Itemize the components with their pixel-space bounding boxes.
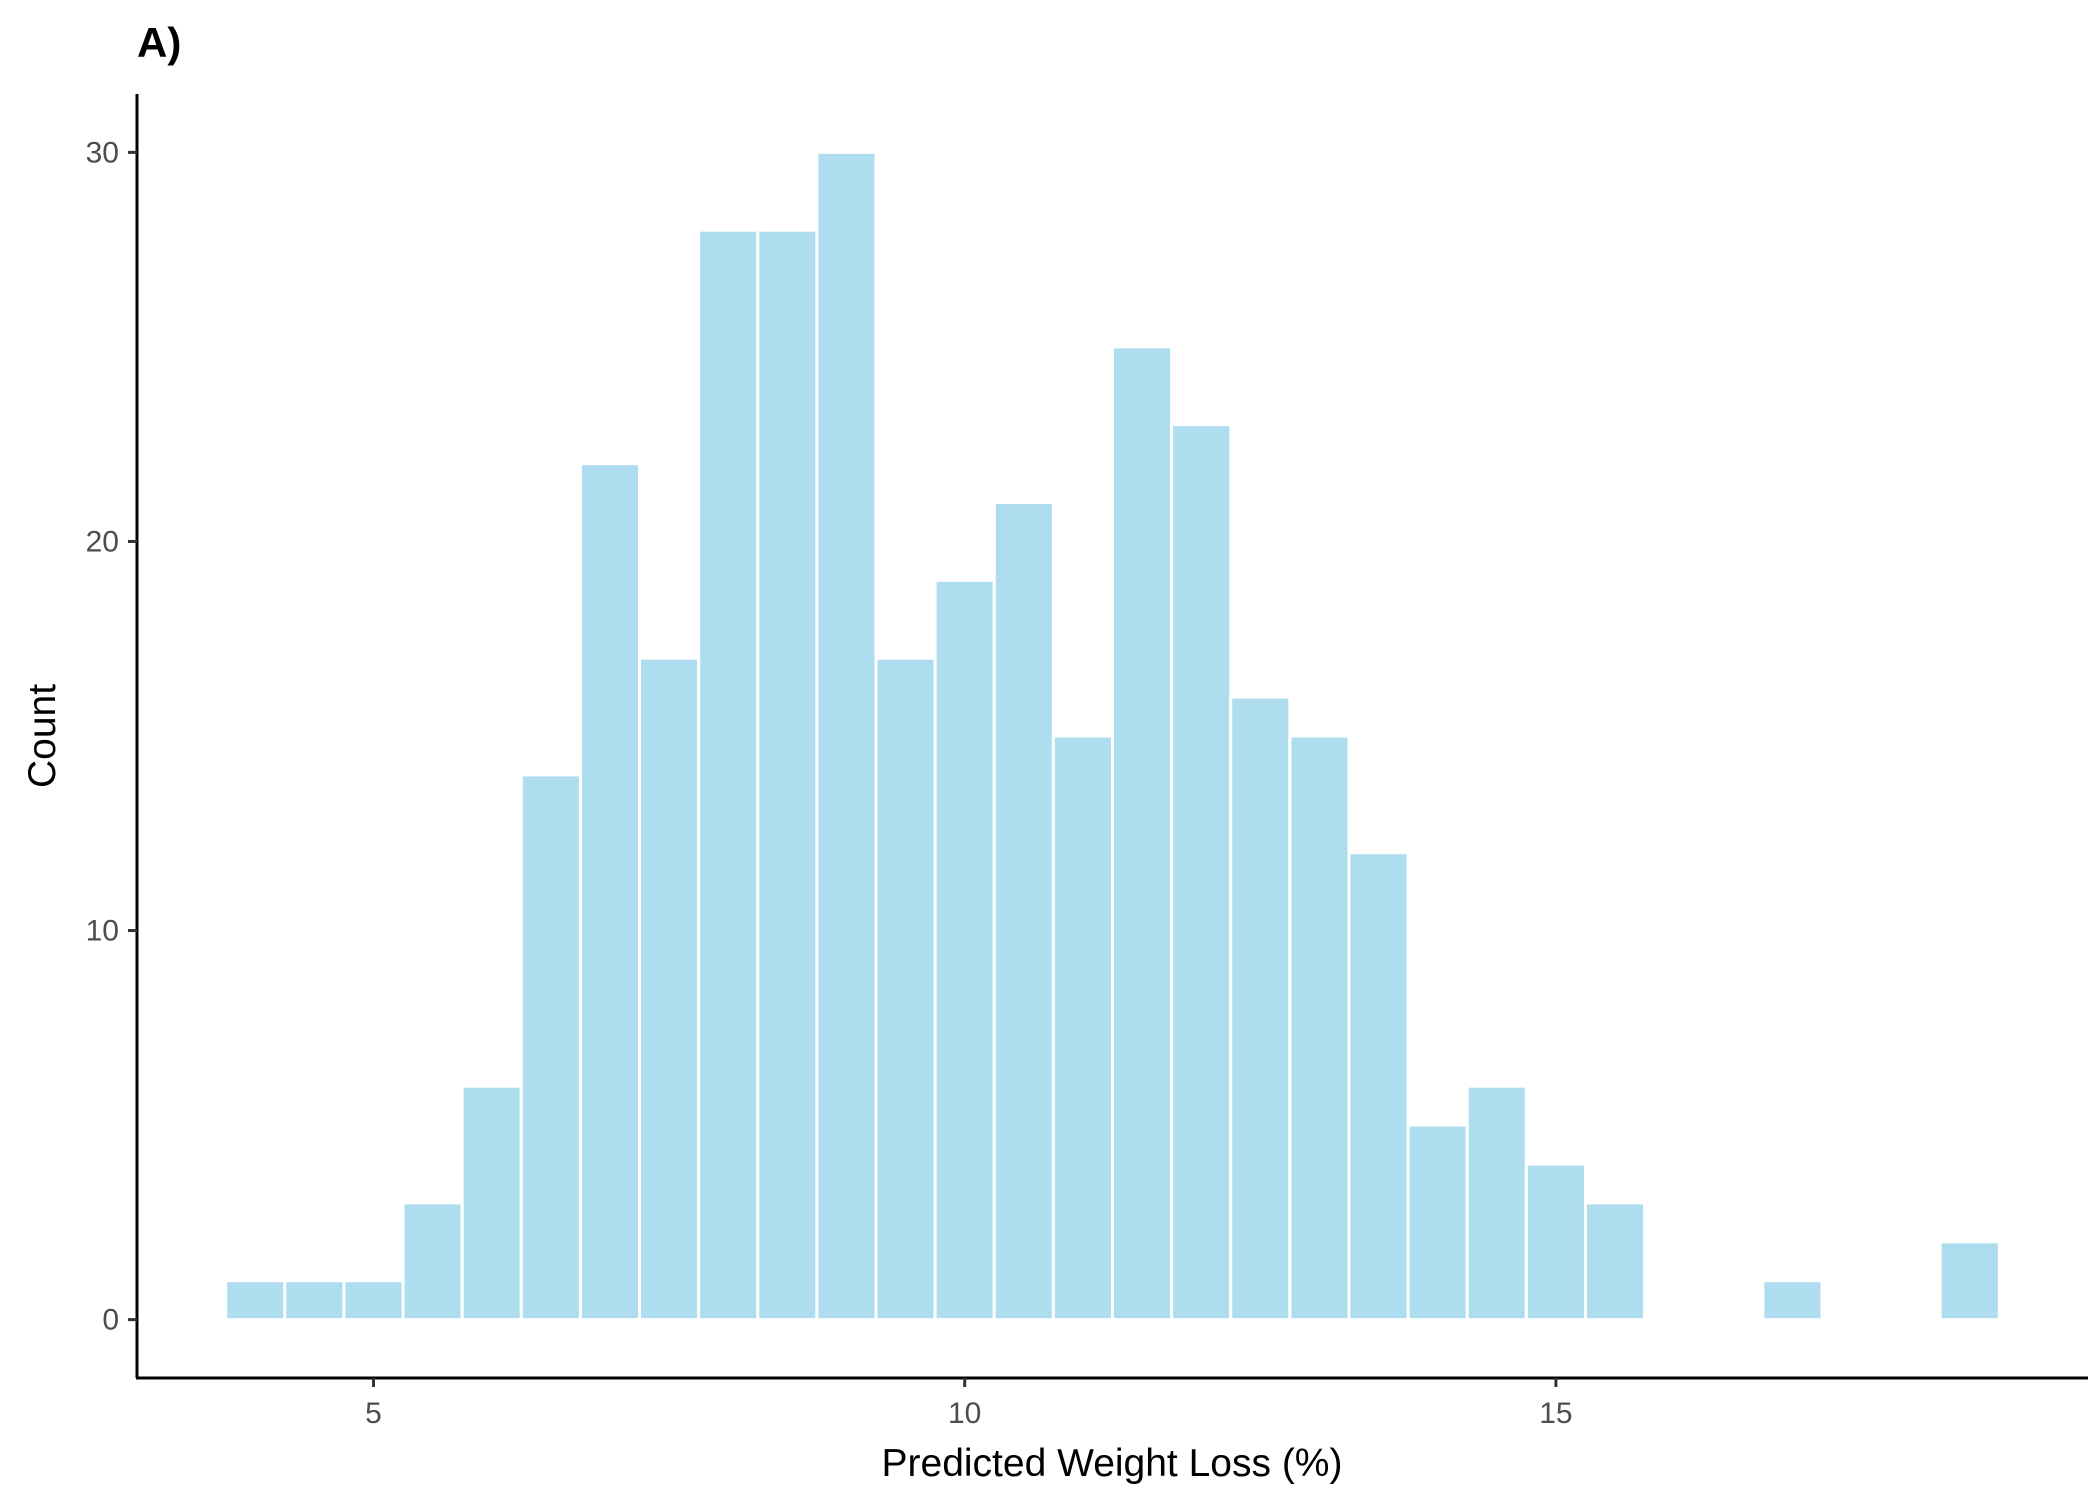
y-tick-label: 20 bbox=[86, 525, 119, 558]
histogram-bar bbox=[1111, 345, 1174, 1322]
histogram-bar bbox=[401, 1201, 464, 1322]
histogram-bar bbox=[1170, 423, 1233, 1322]
histogram-bar bbox=[815, 150, 878, 1322]
histogram-bar bbox=[756, 228, 819, 1322]
y-tick-label: 0 bbox=[102, 1304, 119, 1337]
histogram-bar bbox=[460, 1084, 523, 1322]
histogram-bar bbox=[992, 501, 1055, 1322]
histogram-bar bbox=[1051, 734, 1114, 1322]
histogram-bar bbox=[1465, 1084, 1528, 1322]
histogram-bar bbox=[1229, 695, 1292, 1322]
x-tick-label: 5 bbox=[365, 1397, 382, 1430]
histogram-bar bbox=[578, 462, 642, 1322]
y-ticks-group: 0 10 20 30 bbox=[86, 136, 137, 1337]
histogram-bar bbox=[1347, 851, 1410, 1322]
histogram-bar bbox=[638, 656, 701, 1322]
histogram-bar bbox=[342, 1279, 405, 1322]
bars-group bbox=[224, 150, 2001, 1322]
histogram-bar bbox=[1524, 1162, 1587, 1322]
histogram-bar bbox=[697, 228, 760, 1322]
histogram-bar bbox=[283, 1279, 346, 1322]
x-ticks-group: 5 10 15 bbox=[365, 1378, 1573, 1430]
x-tick-label: 15 bbox=[1539, 1397, 1572, 1430]
y-tick-label: 30 bbox=[86, 136, 119, 169]
panel-label: A) bbox=[137, 19, 181, 66]
histogram-bar bbox=[933, 578, 996, 1322]
histogram-bar bbox=[224, 1279, 287, 1322]
histogram-bar bbox=[1288, 734, 1351, 1322]
x-tick-label: 10 bbox=[948, 1397, 981, 1430]
histogram-bar bbox=[1583, 1201, 1647, 1322]
x-axis-title: Predicted Weight Loss (%) bbox=[882, 1442, 1343, 1485]
histogram-bar bbox=[1938, 1240, 2001, 1322]
histogram-bar bbox=[874, 656, 937, 1322]
histogram-bar bbox=[1406, 1123, 1469, 1322]
y-axis-title: Count bbox=[21, 684, 64, 788]
histogram-bar bbox=[519, 773, 582, 1322]
y-tick-label: 10 bbox=[86, 915, 119, 948]
histogram-bar bbox=[1761, 1279, 1824, 1322]
